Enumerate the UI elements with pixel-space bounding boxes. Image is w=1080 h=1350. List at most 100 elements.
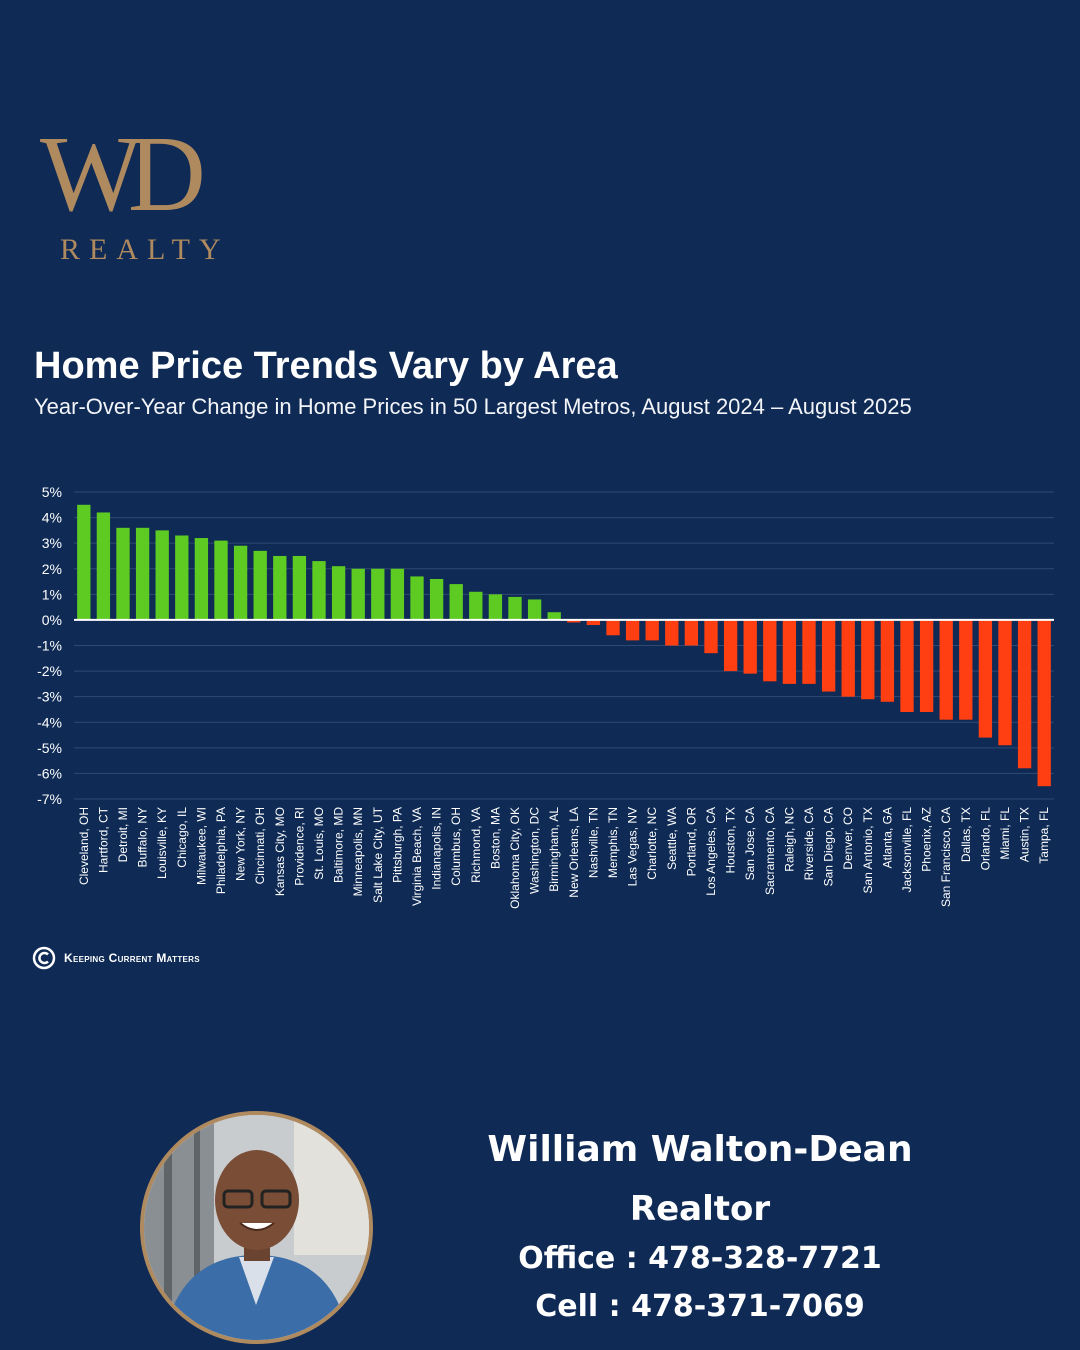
wd-realty-logo: WD REALTY: [40, 120, 240, 270]
x-tick-label: Buffalo, NY: [136, 807, 150, 867]
bar: [488, 594, 503, 620]
logo-subtext: REALTY: [60, 233, 230, 266]
x-tick-label: New Orleans, LA: [567, 807, 581, 898]
bar: [77, 504, 91, 620]
x-tick-label: Birmingham, AL: [547, 807, 561, 892]
x-tick-label: San Diego, CA: [822, 807, 836, 886]
x-tick-label: Virginia Beach, VA: [410, 807, 424, 906]
kcm-logo-icon: [32, 946, 56, 970]
y-tick-label: 1%: [42, 586, 62, 602]
agent-cell-phone[interactable]: Cell : 478-371-7069: [535, 1289, 865, 1324]
x-tick-label: Cincinnati, OH: [253, 807, 267, 884]
bar: [469, 591, 483, 620]
x-tick-label: New York, NY: [234, 807, 248, 881]
bar: [410, 576, 424, 620]
y-tick-label: -7%: [37, 791, 62, 807]
x-tick-label: Orlando, FL: [978, 807, 992, 871]
x-tick-label: Columbus, OH: [449, 807, 463, 886]
x-tick-label: Washington, DC: [528, 807, 542, 894]
bar: [116, 527, 130, 620]
logo-mark: WD: [40, 115, 206, 234]
x-tick-label: Miami, FL: [998, 807, 1012, 860]
bar: [919, 619, 934, 713]
x-tick-label: Houston, TX: [724, 807, 738, 873]
x-tick-label: Chicago, IL: [175, 807, 189, 868]
x-tick-label: Tampa, FL: [1037, 807, 1051, 864]
x-tick-label: Dallas, TX: [959, 807, 973, 862]
bar: [96, 512, 111, 620]
x-tick-label: Raleigh, NC: [782, 807, 796, 872]
x-tick-label: Seattle, WA: [665, 807, 679, 870]
y-tick-label: 0%: [42, 612, 62, 628]
agent-photo: [140, 1111, 373, 1344]
bar: [547, 612, 561, 620]
bar: [665, 619, 679, 646]
y-tick-label: -6%: [37, 765, 62, 781]
source-credit: Keeping Current Matters: [32, 944, 200, 972]
x-tick-label: St. Louis, MO: [312, 807, 326, 880]
x-tick-label: Kansas City, MO: [273, 807, 287, 896]
x-tick-label: San Francisco, CA: [939, 807, 953, 907]
bar: [939, 619, 953, 720]
x-tick-label: Riverside, CA: [802, 807, 816, 880]
bar: [645, 619, 659, 641]
bar: [880, 619, 895, 702]
x-tick-label: Louisville, KY: [155, 807, 169, 879]
y-tick-label: -3%: [37, 689, 62, 705]
x-tick-label: Phoenix, AZ: [920, 807, 934, 872]
source-label: Keeping Current Matters: [64, 951, 200, 965]
bar: [273, 555, 287, 620]
x-tick-label: Las Vegas, NV: [626, 807, 640, 886]
bar: [390, 568, 405, 620]
x-tick-label: Memphis, TN: [606, 807, 620, 878]
bar: [253, 550, 267, 620]
bar: [292, 555, 307, 620]
bar: [233, 545, 248, 620]
bar: [429, 578, 444, 620]
x-tick-label: Charlotte, NC: [645, 807, 659, 880]
bar: [802, 619, 816, 684]
x-tick-label: Pittsburgh, PA: [390, 807, 404, 883]
bar: [900, 619, 914, 713]
x-tick-label: Sacramento, CA: [763, 807, 777, 895]
bar: [135, 527, 150, 620]
bar: [704, 619, 718, 654]
x-tick-label: Minneapolis, MN: [351, 807, 365, 896]
y-tick-label: 2%: [42, 561, 62, 577]
bar: [527, 599, 542, 620]
bar: [214, 540, 228, 620]
x-tick-label: Boston, MA: [488, 807, 502, 869]
x-tick-label: Providence, RI: [292, 807, 306, 886]
y-tick-label: -4%: [37, 714, 62, 730]
x-tick-label: Milwaukee, WI: [194, 807, 208, 885]
x-tick-label: Denver, CO: [841, 807, 855, 870]
x-tick-label: Oklahoma City, OK: [508, 807, 522, 909]
agent-office-phone[interactable]: Office : 478-328-7721: [518, 1241, 882, 1276]
bar-chart: 5% 4% 3% 2% 1% 0% -1% -2% -3% -4% -5% -6% -7% Clevela…: [37, 484, 1054, 909]
bar: [841, 619, 855, 697]
agent-name: William Walton-Dean: [487, 1129, 913, 1170]
x-tick-label: San Jose, CA: [743, 807, 757, 880]
bar: [312, 561, 326, 620]
bar: [155, 530, 169, 620]
x-tick-label: Indianapolis, IN: [430, 807, 444, 890]
x-tick-label: Richmond, VA: [469, 807, 483, 883]
bar: [821, 619, 836, 692]
x-tick-label: Atlanta, GA: [880, 807, 894, 868]
y-tick-label: 3%: [42, 535, 62, 551]
chart-subtitle: Year-Over-Year Change in Home Prices in …: [34, 394, 912, 419]
bar: [508, 596, 522, 620]
x-tick-label: Detroit, MI: [116, 807, 130, 862]
agent-title: Realtor: [629, 1189, 771, 1229]
x-tick-label: Nashville, TN: [586, 807, 600, 878]
x-tick-label: Salt Lake City, UT: [371, 806, 385, 902]
x-tick-label: Philadelphia, PA: [214, 807, 228, 894]
bar: [684, 619, 699, 646]
bar: [606, 619, 620, 636]
bar: [743, 619, 757, 674]
bar: [978, 619, 993, 738]
bar: [625, 619, 640, 641]
y-tick-label: 4%: [42, 510, 62, 526]
bar: [351, 568, 365, 620]
bar: [371, 568, 385, 620]
